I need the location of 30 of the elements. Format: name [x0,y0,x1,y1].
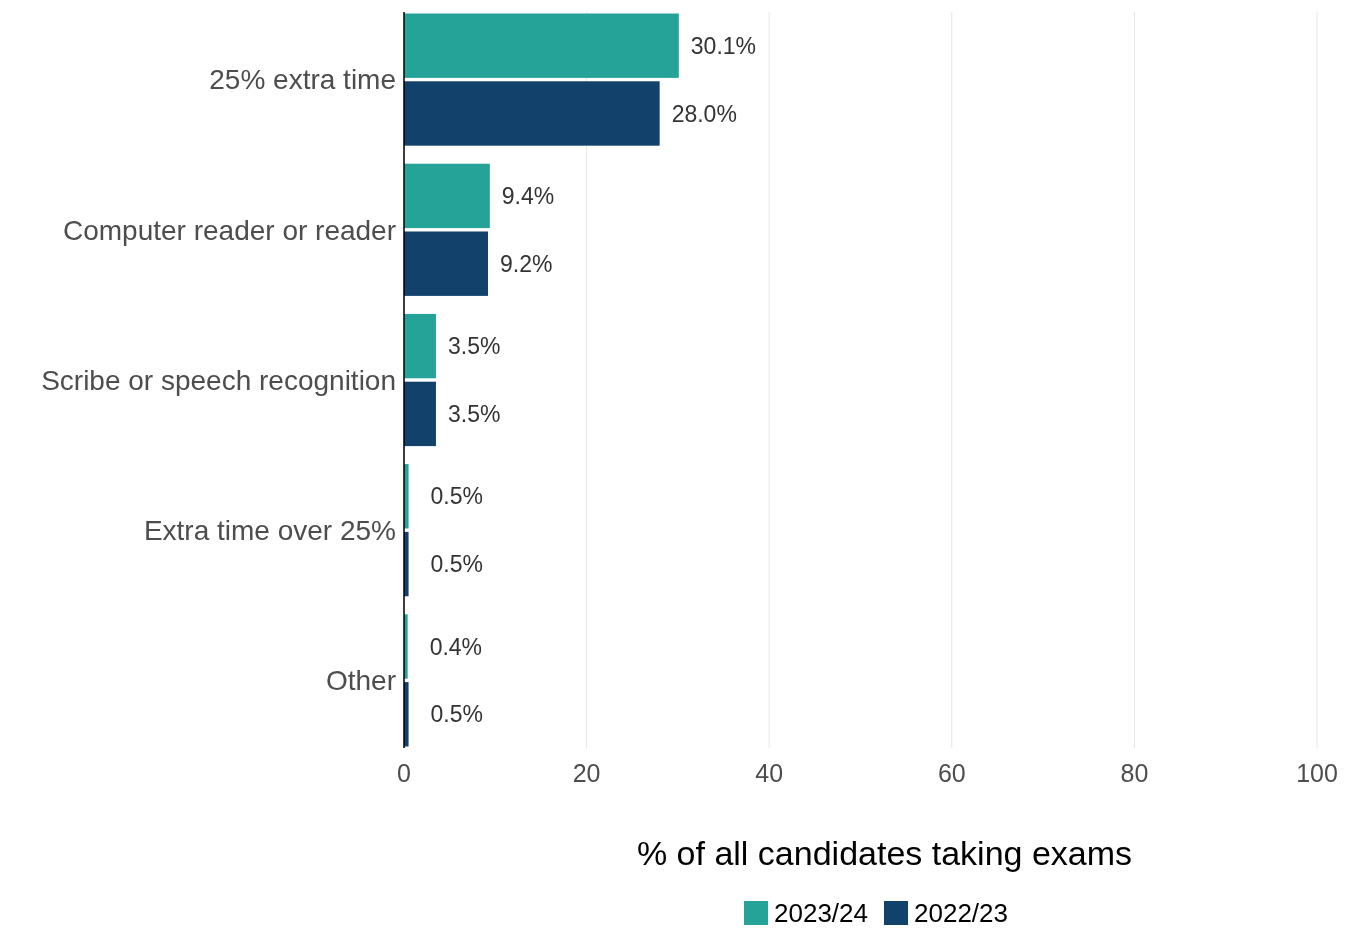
x-tick-label: 40 [755,759,784,787]
y-tick-label: Extra time over 25% [143,515,396,546]
y-tick-label: Scribe or speech recognition [41,364,396,396]
x-tick-label: 60 [937,759,966,787]
data-label: 3.5% [447,333,501,360]
bar [404,13,679,78]
data-label: 0.4% [429,633,483,660]
bar [404,81,660,146]
y-tick-label: Other [325,665,396,697]
data-label: 3.5% [447,400,501,427]
x-tick-label: 20 [572,759,601,787]
data-label: 30.1% [690,32,757,59]
data-label: 0.5% [430,551,483,578]
bar [404,163,490,229]
bar [404,313,436,379]
y-tick-label: Computer reader or reader [62,214,396,246]
data-label: 0.5% [430,701,483,728]
legend-label: 2022/23 [914,898,1008,928]
x-tick-label: 0 [397,759,411,787]
x-tick-label: 80 [1120,759,1149,787]
x-axis-title: % of all candidates taking exams [636,834,1133,872]
data-label: 0.5% [430,483,483,510]
data-label: 9.2% [500,250,553,277]
x-tick-label: 100 [1296,759,1338,787]
legend-label: 2023/24 [774,898,868,928]
bar [404,231,488,296]
bar [404,381,436,447]
data-label: 9.4% [501,182,555,209]
data-label: 28.0% [671,100,737,127]
y-tick-label: 25% extra time [209,64,396,96]
